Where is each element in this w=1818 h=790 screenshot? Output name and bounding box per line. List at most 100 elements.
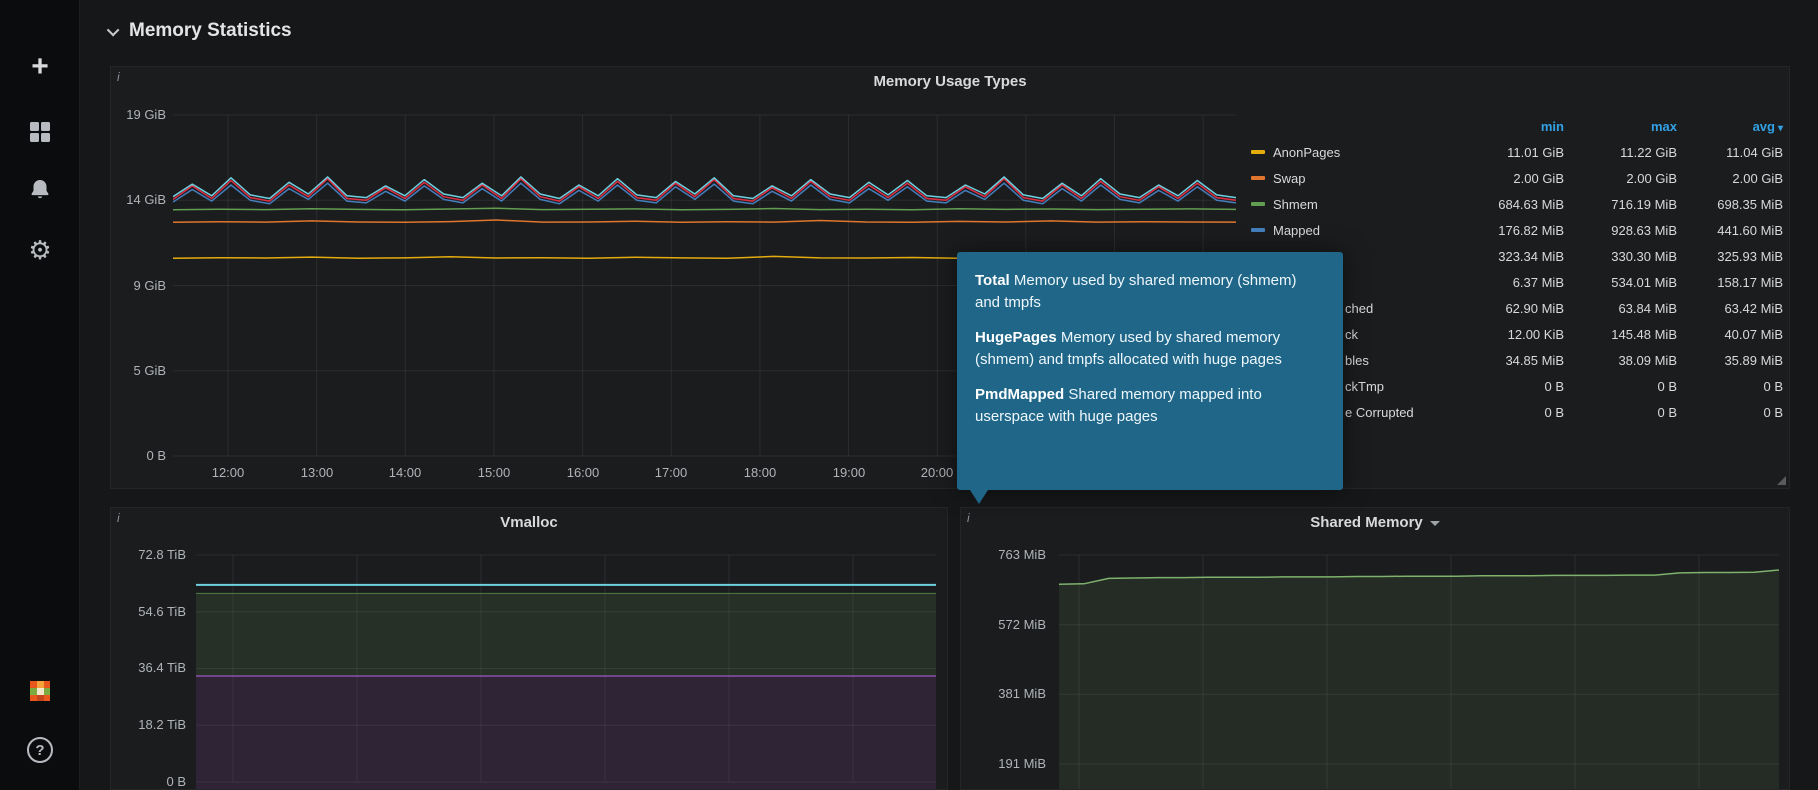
legend-min-value: 0 B xyxy=(1544,404,1564,420)
legend-max-value: 145.48 MiB xyxy=(1611,326,1677,342)
legend-sort-avg[interactable]: avg ▾ xyxy=(1677,119,1783,134)
series-label[interactable]: bles xyxy=(1345,352,1369,368)
legend-max-value: 330.30 MiB xyxy=(1611,248,1677,264)
panel-vmalloc: i Vmalloc 72.8 TiB 54.6 TiB 36.4 TiB 18.… xyxy=(110,507,948,790)
series-label[interactable]: AnonPages xyxy=(1273,144,1341,160)
legend-avg-value: 35.89 MiB xyxy=(1724,352,1783,368)
y-axis-label: 5 GiB xyxy=(133,363,166,378)
legend-max-value: 0 B xyxy=(1657,404,1677,420)
legend-row[interactable]: ck 12.00 KiB 145.48 MiB 40.07 MiB xyxy=(1251,321,1783,347)
panel-menu-caret-icon[interactable] xyxy=(1429,520,1440,526)
legend-max-value: 11.22 GiB xyxy=(1620,144,1677,160)
legend-row[interactable]: Mapped 176.82 MiB 928.63 MiB 441.60 MiB xyxy=(1251,217,1783,243)
legend-table: min max avg ▾ AnonPages 11.01 GiB 11.22 G… xyxy=(1251,113,1783,425)
series-color-swatch xyxy=(1251,176,1265,180)
y-axis-label: 14 GiB xyxy=(126,192,166,207)
panel-shared-memory: i Shared Memory 763 MiB 572 MiB 381 MiB … xyxy=(960,507,1790,790)
time-series-chart[interactable] xyxy=(1059,548,1779,790)
legend-max-value: 63.84 MiB xyxy=(1618,300,1677,316)
y-axis-label: 72.8 TiB xyxy=(138,547,186,562)
series-label[interactable]: ck xyxy=(1345,326,1358,342)
x-axis-label: 15:00 xyxy=(477,465,511,480)
configuration-button[interactable]: ⚙ xyxy=(0,228,80,272)
panel-title[interactable]: Shared Memory xyxy=(961,514,1789,531)
legend-min-value: 684.63 MiB xyxy=(1498,196,1564,212)
tooltip-text: Memory used by shared memory (shmem) and… xyxy=(975,329,1282,368)
panel-description-tooltip: Total Memory used by shared memory (shme… xyxy=(957,252,1343,504)
help-icon: ? xyxy=(27,737,53,763)
legend-row[interactable]: AnonPages 11.01 GiB 11.22 GiB 11.04 GiB xyxy=(1251,139,1783,165)
tooltip-text: Memory used by shared memory (shmem) and… xyxy=(975,272,1297,311)
panel-info-icon[interactable]: i xyxy=(967,511,970,525)
tooltip-paragraph: PmdMapped Shared memory mapped into user… xyxy=(975,384,1325,428)
x-axis-label: 18:00 xyxy=(743,465,777,480)
chevron-down-icon[interactable] xyxy=(106,23,120,36)
series-label[interactable]: ched xyxy=(1345,300,1374,316)
row-title[interactable]: Memory Statistics xyxy=(129,20,292,41)
x-axis-label: 20:00 xyxy=(920,465,954,480)
legend-sort-avg-label: avg xyxy=(1752,118,1775,134)
legend-avg-value: 0 B xyxy=(1763,378,1783,394)
legend-row[interactable]: 6.37 MiB 534.01 MiB 158.17 MiB xyxy=(1251,269,1783,295)
gear-icon: ⚙ xyxy=(28,235,52,265)
series-label[interactable]: Shmem xyxy=(1273,196,1318,212)
legend-min-value: 0 B xyxy=(1544,378,1564,394)
panel-title[interactable]: Memory Usage Types xyxy=(873,73,1027,90)
series-label[interactable]: Swap xyxy=(1273,170,1306,186)
plus-icon: + xyxy=(31,50,49,83)
y-axis-label: 763 MiB xyxy=(998,547,1046,562)
legend-max-value: 2.00 GiB xyxy=(1626,170,1677,186)
profile-button[interactable] xyxy=(0,669,80,713)
alerting-button[interactable] xyxy=(0,168,80,212)
legend-min-value: 34.85 MiB xyxy=(1505,352,1564,368)
tooltip-text: Shared memory mapped into userspace with… xyxy=(975,386,1262,425)
legend-min-value: 11.01 GiB xyxy=(1507,144,1564,160)
y-axis-label: 19 GiB xyxy=(126,107,166,122)
legend-row[interactable]: bles 34.85 MiB 38.09 MiB 35.89 MiB xyxy=(1251,347,1783,373)
time-series-chart[interactable] xyxy=(196,548,936,790)
legend-row[interactable]: Swap 2.00 GiB 2.00 GiB 2.00 GiB xyxy=(1251,165,1783,191)
y-axis-label: 0 B xyxy=(166,774,186,789)
legend-sort-max[interactable]: max xyxy=(1650,118,1677,134)
tooltip-paragraph: HugePages Memory used by shared memory (… xyxy=(975,327,1325,371)
legend-min-value: 176.82 MiB xyxy=(1498,222,1564,238)
y-axis-label: 572 MiB xyxy=(998,617,1046,632)
x-axis-label: 13:00 xyxy=(300,465,334,480)
legend-min-value: 12.00 KiB xyxy=(1507,326,1564,342)
y-axis-label: 54.6 TiB xyxy=(138,604,186,619)
legend-avg-value: 2.00 GiB xyxy=(1732,170,1783,186)
apps-icon xyxy=(30,122,50,142)
tooltip-term: Total xyxy=(975,272,1010,289)
legend-max-value: 534.01 MiB xyxy=(1611,274,1677,290)
legend-max-value: 0 B xyxy=(1657,378,1677,394)
series-label[interactable]: Mapped xyxy=(1273,222,1320,238)
y-axis-label: 36.4 TiB xyxy=(138,660,186,675)
tooltip-term: PmdMapped xyxy=(975,386,1065,403)
panel-info-icon[interactable]: i xyxy=(117,511,120,525)
legend-min-value: 62.90 MiB xyxy=(1505,300,1564,316)
legend-max-value: 38.09 MiB xyxy=(1618,352,1677,368)
tooltip-arrow xyxy=(970,490,988,504)
avatar xyxy=(30,681,50,701)
help-glyph: ? xyxy=(35,741,45,759)
bell-icon xyxy=(31,180,49,199)
series-label[interactable]: e Corrupted xyxy=(1345,404,1414,420)
legend-row[interactable]: ckTmp 0 B 0 B 0 B xyxy=(1251,373,1783,399)
panel-title[interactable]: Vmalloc xyxy=(500,514,558,531)
legend-sort-min[interactable]: min xyxy=(1540,118,1564,134)
tooltip-term: HugePages xyxy=(975,329,1057,346)
create-button[interactable]: + xyxy=(0,45,80,89)
dashboard-row-header: Memory Statistics xyxy=(106,16,292,46)
legend-row[interactable]: e Corrupted 0 B 0 B 0 B xyxy=(1251,399,1783,425)
legend-row[interactable]: Shmem 684.63 MiB 716.19 MiB 698.35 MiB xyxy=(1251,191,1783,217)
panel-resize-handle[interactable] xyxy=(1777,476,1786,485)
dashboards-button[interactable] xyxy=(0,110,80,154)
help-button[interactable]: ? xyxy=(0,728,80,772)
legend-avg-value: 11.04 GiB xyxy=(1726,144,1783,160)
x-axis-label: 17:00 xyxy=(654,465,688,480)
panel-info-icon[interactable]: i xyxy=(117,70,120,84)
series-label[interactable]: ckTmp xyxy=(1345,378,1384,394)
legend-row[interactable]: ched 62.90 MiB 63.84 MiB 63.42 MiB xyxy=(1251,295,1783,321)
legend-row[interactable]: 323.34 MiB 330.30 MiB 325.93 MiB xyxy=(1251,243,1783,269)
time-series-chart[interactable] xyxy=(173,101,1236,473)
